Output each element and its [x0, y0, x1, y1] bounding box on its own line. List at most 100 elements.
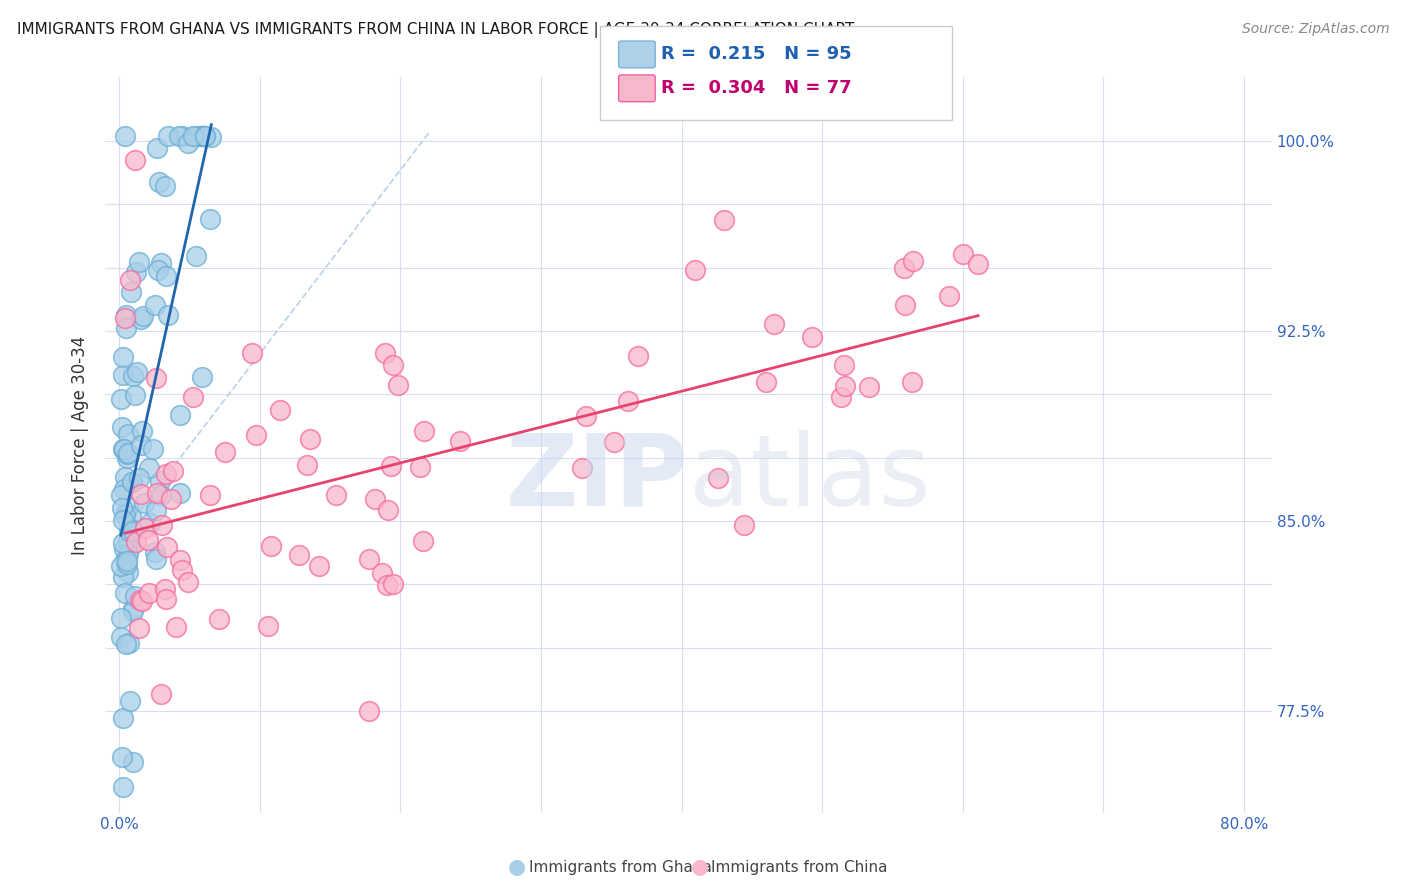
Point — [387, 378, 409, 392]
Point — [160, 491, 183, 506]
Point — [763, 317, 786, 331]
Point — [733, 518, 755, 533]
Point — [118, 273, 141, 287]
Point — [111, 442, 134, 456]
Point — [288, 548, 311, 562]
Point — [194, 128, 217, 143]
Point — [150, 518, 173, 533]
Point — [198, 488, 221, 502]
Point — [269, 403, 291, 417]
Y-axis label: In Labor Force | Age 30-34: In Labor Force | Age 30-34 — [72, 335, 89, 555]
Point — [256, 618, 278, 632]
Point — [177, 136, 200, 150]
Point — [139, 516, 162, 530]
Point — [169, 553, 191, 567]
Point — [162, 464, 184, 478]
Point — [143, 298, 166, 312]
Point — [124, 153, 146, 167]
Text: ●: ● — [509, 857, 526, 877]
Point — [952, 246, 974, 260]
Point — [901, 376, 924, 390]
Point — [148, 263, 170, 277]
Point — [117, 500, 139, 514]
Point — [200, 130, 222, 145]
Point — [363, 492, 385, 507]
Point — [118, 694, 141, 708]
Point — [134, 496, 156, 510]
Point — [150, 488, 173, 502]
Point — [118, 524, 141, 538]
Point — [112, 570, 135, 584]
Point — [120, 523, 142, 537]
Point — [111, 500, 134, 515]
Point — [111, 535, 134, 549]
Point — [121, 756, 143, 770]
Point — [153, 179, 176, 194]
Point — [382, 577, 405, 591]
Point — [110, 488, 132, 502]
Point — [683, 263, 706, 277]
Point — [380, 458, 402, 473]
Point — [359, 552, 381, 566]
Point — [111, 513, 134, 527]
Point — [245, 427, 267, 442]
Point — [371, 566, 394, 580]
Point — [114, 128, 136, 143]
Point — [193, 128, 215, 143]
Point — [114, 470, 136, 484]
Point — [112, 482, 135, 496]
Point — [117, 533, 139, 548]
Text: Immigrants from Ghana: Immigrants from Ghana — [529, 860, 711, 874]
Point — [131, 424, 153, 438]
Point — [110, 611, 132, 625]
Point — [128, 621, 150, 635]
Point — [115, 447, 138, 461]
Point — [169, 486, 191, 500]
Point — [603, 435, 626, 450]
Text: atlas: atlas — [689, 430, 931, 526]
Point — [115, 637, 138, 651]
Point — [122, 524, 145, 539]
Point — [157, 309, 180, 323]
Point — [449, 434, 471, 449]
Point — [190, 370, 212, 384]
Point — [298, 432, 321, 446]
Point — [117, 547, 139, 561]
Point — [191, 128, 214, 143]
Point — [143, 545, 166, 559]
Point — [240, 346, 263, 360]
Point — [145, 140, 167, 154]
Text: IMMIGRANTS FROM GHANA VS IMMIGRANTS FROM CHINA IN LABOR FORCE | AGE 30-34 CORREL: IMMIGRANTS FROM GHANA VS IMMIGRANTS FROM… — [17, 22, 855, 38]
Text: Source: ZipAtlas.com: Source: ZipAtlas.com — [1241, 22, 1389, 37]
Point — [117, 566, 139, 580]
Point — [858, 380, 880, 394]
Point — [145, 503, 167, 517]
Point — [129, 312, 152, 326]
Point — [138, 461, 160, 475]
Point — [111, 351, 134, 365]
Point — [894, 297, 917, 311]
Point — [142, 442, 165, 456]
Point — [112, 780, 135, 795]
Point — [111, 420, 134, 434]
Point — [156, 128, 179, 143]
Point — [115, 557, 138, 571]
Point — [706, 471, 728, 485]
Point — [115, 308, 138, 322]
Point — [121, 601, 143, 615]
Point — [834, 358, 856, 372]
Point — [118, 636, 141, 650]
Point — [308, 559, 330, 574]
Point — [148, 175, 170, 189]
Text: ZIP: ZIP — [506, 430, 689, 526]
Point — [617, 393, 640, 408]
Point — [128, 593, 150, 607]
Point — [145, 371, 167, 385]
Point — [627, 349, 650, 363]
Point — [127, 365, 149, 379]
Point — [124, 589, 146, 603]
Point — [191, 128, 214, 143]
Point — [186, 249, 208, 263]
Point — [901, 254, 924, 268]
Point — [118, 540, 141, 554]
